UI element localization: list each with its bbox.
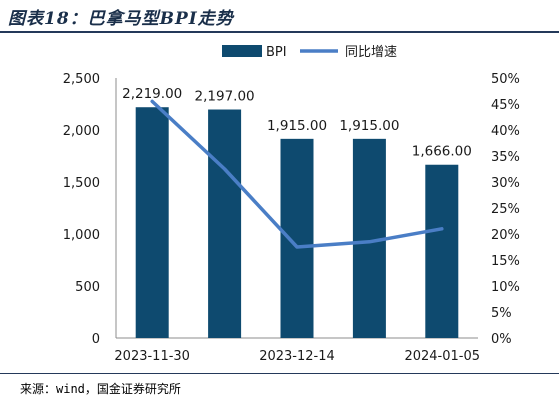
y-left-tick-label: 500 xyxy=(75,280,100,295)
bar-data-label: 2,197.00 xyxy=(195,89,255,105)
x-tick-label: 2024-01-05 xyxy=(404,349,480,364)
y-left-tick-label: 0 xyxy=(92,332,100,347)
title-rule xyxy=(0,31,559,33)
y-right-tick-label: 25% xyxy=(491,202,520,217)
legend-swatch-bpi xyxy=(222,45,262,57)
bar-data-label: 1,915.00 xyxy=(339,118,399,134)
y-right-tick-label: 5% xyxy=(491,306,512,321)
y-right-tick-label: 45% xyxy=(491,98,520,113)
y-right-tick-label: 20% xyxy=(491,228,520,243)
y-right-tick-label: 35% xyxy=(491,150,520,165)
source-note: 来源：wind，国金证券研究所 xyxy=(20,382,181,396)
y-right-tick-label: 50% xyxy=(491,72,520,87)
y-left-tick-label: 1,500 xyxy=(63,176,100,191)
bar-data-label: 2,219.00 xyxy=(122,86,182,102)
line-series-yoy xyxy=(150,99,444,249)
y-right-tick-label: 10% xyxy=(491,280,520,295)
y-left-tick-label: 2,000 xyxy=(63,124,100,139)
x-tick-label: 2023-12-14 xyxy=(259,349,335,364)
x-tick-label: 2023-11-30 xyxy=(114,349,190,364)
bar-data-label: 1,915.00 xyxy=(267,118,327,134)
y-right-tick-label: 15% xyxy=(491,254,520,269)
y-right-tick-label: 40% xyxy=(491,124,520,139)
figure-title: 图表18：巴拿马型BPI走势 xyxy=(8,9,234,29)
bar xyxy=(280,138,314,338)
legend-label-yoy: 同比增速 xyxy=(345,45,397,60)
legend-label-bpi: BPI xyxy=(266,45,287,60)
bar xyxy=(425,164,459,338)
bar xyxy=(208,109,242,339)
bar-data-label: 1,666.00 xyxy=(412,144,472,160)
y-left-tick-label: 2,500 xyxy=(63,72,100,87)
source-rule xyxy=(0,373,559,374)
y-right-tick-label: 30% xyxy=(491,176,520,191)
y-left-tick-label: 1,000 xyxy=(63,228,100,243)
y-right-tick-label: 0% xyxy=(491,332,512,347)
bar xyxy=(135,107,169,338)
